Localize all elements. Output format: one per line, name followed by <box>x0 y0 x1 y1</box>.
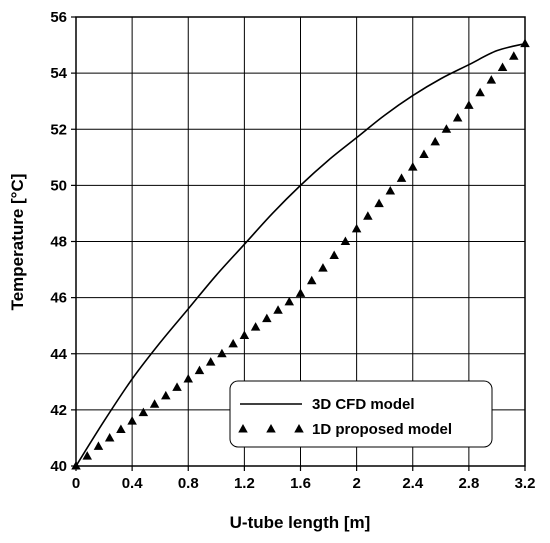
marker-1d-proposed <box>329 250 339 260</box>
marker-1d-proposed <box>262 313 272 323</box>
marker-1d-proposed <box>82 451 92 460</box>
marker-1d-proposed <box>464 100 474 109</box>
legend-triangle-marker <box>294 424 304 433</box>
y-tick-label: 48 <box>50 234 67 251</box>
marker-1d-proposed <box>93 441 104 450</box>
x-tick-label: 0 <box>72 475 80 492</box>
marker-1d-proposed <box>172 382 182 391</box>
x-tick-label: 1.2 <box>234 475 255 492</box>
marker-1d-proposed <box>217 348 227 358</box>
marker-1d-proposed <box>486 75 497 84</box>
marker-1d-proposed <box>161 390 171 400</box>
x-tick-label: 3.2 <box>515 475 536 492</box>
legend-label-1d-proposed: 1D proposed model <box>312 421 452 438</box>
marker-1d-proposed <box>430 136 440 146</box>
y-axis-title: Temperature [°C] <box>8 174 27 311</box>
x-tick-label: 2.4 <box>402 475 424 492</box>
legend-marker-swatch <box>238 424 304 433</box>
marker-1d-proposed <box>419 149 429 159</box>
marker-1d-proposed <box>183 374 193 383</box>
ticks: 0 0.4 0.8 1.2 1.6 2 2.4 2.8 3.2 40 42 44 46 48 50 52 54 5… <box>50 9 535 492</box>
marker-1d-proposed <box>452 113 463 122</box>
y-tick-label: 46 <box>50 290 67 307</box>
marker-1d-proposed <box>273 305 283 314</box>
legend-triangle-marker <box>266 424 276 433</box>
marker-1d-proposed <box>284 296 295 306</box>
x-tick-label: 2 <box>352 475 360 492</box>
marker-1d-proposed <box>363 211 373 220</box>
series-line-3d-cfd <box>75 42 526 467</box>
marker-1d-proposed <box>149 399 160 408</box>
y-tick-label: 44 <box>50 346 67 363</box>
series-layer <box>71 38 530 470</box>
marker-1d-proposed <box>340 236 351 245</box>
y-tick-label: 42 <box>50 402 67 419</box>
marker-1d-proposed <box>205 357 216 366</box>
marker-1d-proposed <box>104 432 115 442</box>
marker-1d-proposed <box>194 365 205 375</box>
y-tick-label: 56 <box>50 9 67 26</box>
marker-1d-proposed <box>295 288 306 297</box>
x-axis-title: U-tube length [m] <box>230 513 371 532</box>
x-tick-label: 0.8 <box>178 475 199 492</box>
y-tick-label: 54 <box>50 65 67 82</box>
marker-1d-proposed <box>250 322 261 331</box>
marker-1d-proposed <box>497 62 508 72</box>
x-tick-label: 0.4 <box>122 475 144 492</box>
legend: 3D CFD model 1D proposed model <box>229 380 493 448</box>
marker-1d-proposed <box>116 424 126 434</box>
marker-1d-proposed <box>127 416 137 425</box>
legend-triangle-marker <box>238 424 248 433</box>
marker-1d-proposed <box>509 51 519 60</box>
marker-1d-proposed <box>351 223 362 233</box>
marker-1d-proposed <box>306 275 317 285</box>
marker-1d-proposed <box>374 198 384 208</box>
y-tick-label: 40 <box>50 458 67 475</box>
marker-1d-proposed <box>318 263 328 272</box>
marker-1d-proposed <box>385 185 396 195</box>
marker-1d-proposed <box>239 330 250 340</box>
marker-1d-proposed <box>396 173 407 182</box>
x-tick-label: 2.8 <box>458 475 479 492</box>
y-tick-label: 52 <box>50 121 67 138</box>
marker-1d-proposed <box>138 407 149 417</box>
marker-1d-proposed <box>408 162 418 171</box>
marker-1d-proposed <box>475 87 485 97</box>
marker-1d-proposed <box>228 338 238 348</box>
x-tick-label: 1.6 <box>290 475 311 492</box>
marker-1d-proposed <box>441 124 452 133</box>
y-tick-label: 50 <box>50 177 67 194</box>
legend-label-3d-cfd: 3D CFD model <box>312 396 415 413</box>
